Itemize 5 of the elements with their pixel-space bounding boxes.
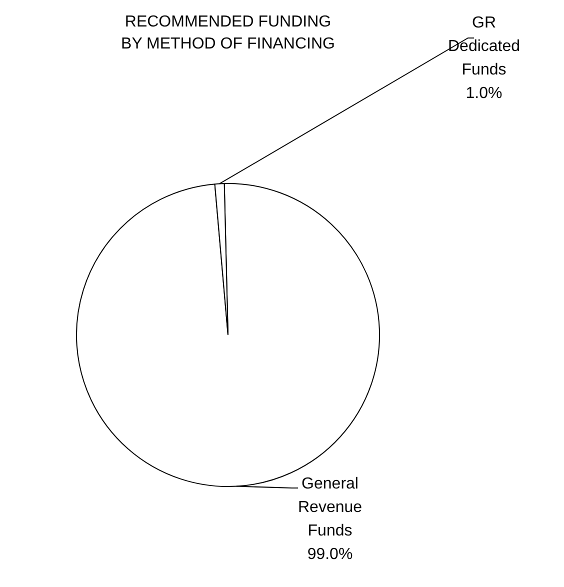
- text: RECOMMENDED FUNDING BY METHOD OF FINANCING: [121, 13, 335, 52]
- slice-label: GR Dedicated Funds: [448, 14, 520, 78]
- data-label: 1.0%: [466, 84, 502, 102]
- data-label: 99.0%: [307, 546, 353, 563]
- slice-label: General Revenue Funds: [298, 475, 362, 540]
